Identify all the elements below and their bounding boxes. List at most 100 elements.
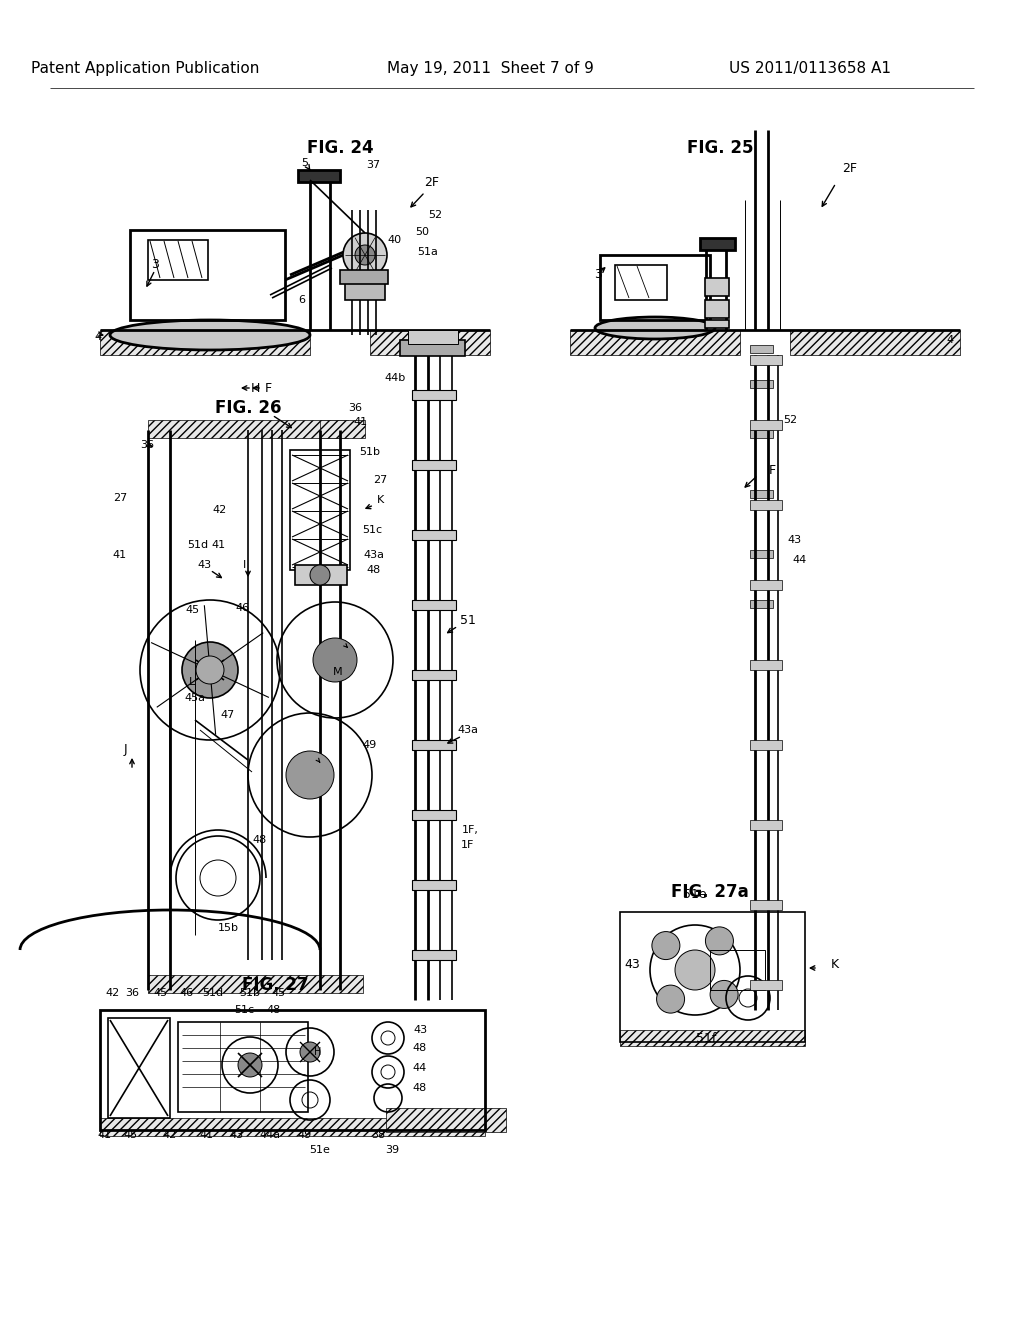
Text: 44: 44: [413, 1063, 427, 1073]
Text: 36: 36: [140, 440, 154, 450]
Text: FIG. 25: FIG. 25: [687, 139, 754, 157]
Text: 36: 36: [125, 987, 139, 998]
Text: J: J: [123, 743, 127, 756]
Text: 2F: 2F: [843, 161, 857, 174]
Text: 46: 46: [234, 603, 249, 612]
Bar: [705, 300, 729, 318]
Text: 51c: 51c: [233, 1005, 254, 1015]
Bar: [750, 380, 773, 388]
Bar: [295, 565, 347, 585]
Bar: [148, 420, 348, 438]
Text: 44b: 44b: [385, 374, 406, 383]
Text: 49: 49: [298, 1130, 312, 1140]
Bar: [412, 810, 456, 820]
Bar: [412, 459, 456, 470]
Text: 41: 41: [113, 550, 127, 560]
Text: 50: 50: [415, 227, 429, 238]
Text: 2F: 2F: [425, 176, 439, 189]
Bar: [386, 1107, 506, 1133]
Circle shape: [652, 932, 680, 960]
Bar: [400, 341, 465, 356]
Text: 1F: 1F: [462, 840, 475, 850]
Text: 48: 48: [367, 565, 381, 576]
Text: 27: 27: [373, 475, 387, 484]
Text: 45: 45: [185, 605, 199, 615]
Text: FIG. 27a: FIG. 27a: [671, 883, 749, 902]
Text: M: M: [333, 667, 343, 677]
Text: 40: 40: [388, 235, 402, 246]
Text: K: K: [830, 958, 839, 972]
Text: 48: 48: [267, 1005, 282, 1015]
Bar: [570, 330, 740, 355]
Text: 51b: 51b: [359, 447, 381, 457]
Text: FIG. 24: FIG. 24: [306, 139, 374, 157]
Text: 43: 43: [413, 1026, 427, 1035]
Bar: [100, 330, 310, 355]
Circle shape: [706, 927, 733, 954]
Text: 42: 42: [213, 506, 227, 515]
Bar: [705, 279, 729, 296]
Text: FIG. 27: FIG. 27: [242, 975, 308, 994]
Bar: [100, 1010, 485, 1130]
Ellipse shape: [110, 319, 310, 350]
Ellipse shape: [595, 317, 715, 339]
Text: 41: 41: [199, 1130, 213, 1140]
Text: May 19, 2011  Sheet 7 of 9: May 19, 2011 Sheet 7 of 9: [387, 61, 594, 75]
Text: 51d: 51d: [187, 540, 209, 550]
Bar: [750, 345, 773, 352]
Text: F: F: [768, 463, 775, 477]
Bar: [108, 1018, 170, 1118]
Text: US 2011/0113658 A1: US 2011/0113658 A1: [729, 61, 891, 75]
Bar: [370, 330, 490, 355]
Text: 4: 4: [946, 335, 953, 345]
Text: Patent Application Publication: Patent Application Publication: [31, 61, 259, 75]
Bar: [750, 979, 782, 990]
Bar: [298, 170, 340, 182]
Bar: [412, 389, 456, 400]
Bar: [412, 601, 456, 610]
Text: 43: 43: [624, 958, 640, 972]
Text: 27: 27: [113, 492, 127, 503]
Text: 51a: 51a: [418, 247, 438, 257]
Bar: [319, 420, 365, 438]
Bar: [705, 319, 729, 327]
Bar: [412, 950, 456, 960]
Text: 51e: 51e: [309, 1144, 331, 1155]
Bar: [750, 900, 782, 909]
Bar: [750, 500, 782, 510]
Text: 52: 52: [428, 210, 442, 220]
Bar: [700, 238, 735, 249]
Circle shape: [710, 981, 738, 1008]
Text: 15b: 15b: [217, 923, 239, 933]
Text: 47: 47: [221, 710, 236, 719]
Bar: [750, 601, 773, 609]
Bar: [412, 880, 456, 890]
Bar: [148, 975, 362, 993]
Text: 46: 46: [179, 987, 194, 998]
Text: 45: 45: [153, 987, 167, 998]
Bar: [750, 355, 782, 366]
Text: H: H: [314, 1047, 322, 1057]
Circle shape: [355, 246, 375, 265]
Text: 45: 45: [271, 987, 285, 998]
Text: 41: 41: [211, 540, 225, 550]
Text: 39: 39: [385, 1144, 399, 1155]
Bar: [178, 1022, 308, 1111]
Text: FIG. 26: FIG. 26: [215, 399, 282, 417]
Bar: [290, 450, 350, 570]
Bar: [148, 240, 208, 280]
Text: 52: 52: [783, 414, 797, 425]
Text: 41: 41: [98, 1130, 112, 1140]
Text: 51f: 51f: [696, 1031, 716, 1044]
Text: 6: 6: [299, 294, 305, 305]
Circle shape: [300, 1041, 319, 1063]
Bar: [345, 280, 385, 300]
Bar: [340, 271, 388, 284]
Text: 43: 43: [229, 1130, 243, 1140]
Text: H: H: [250, 381, 260, 395]
Bar: [620, 1030, 805, 1045]
Text: 43: 43: [787, 535, 802, 545]
Text: K: K: [377, 495, 384, 506]
Text: 5: 5: [301, 158, 308, 168]
Text: 44a: 44a: [259, 1130, 281, 1140]
